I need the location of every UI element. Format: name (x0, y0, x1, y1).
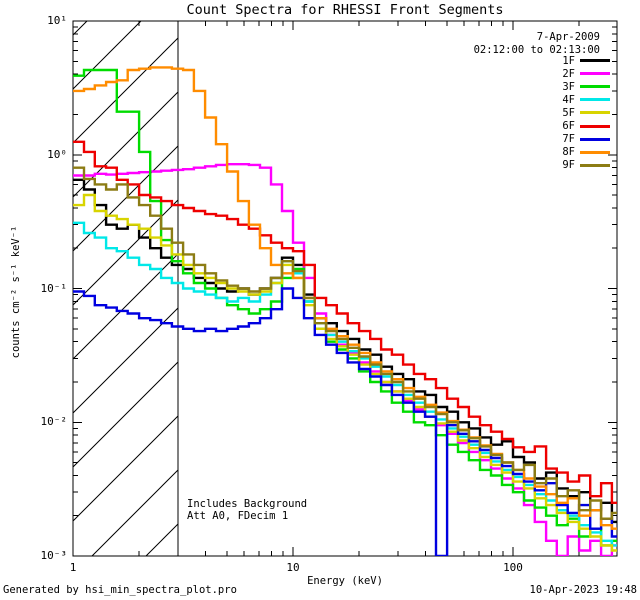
generator-credit: Generated by hsi_min_spectra_plot.pro (3, 584, 237, 596)
major-ticks (72, 20, 617, 557)
generation-timestamp: 10-Apr-2023 19:48 (529, 584, 637, 596)
legend-label: 8F (562, 146, 575, 159)
observation-time-range: 02:12:00 to 02:13:00 (473, 44, 600, 56)
legend-color-line (580, 98, 610, 102)
x-tick-100: 100 (503, 561, 523, 574)
y-tick-10⁻¹: 10⁻¹ (40, 281, 68, 295)
legend-entry-7F: 7F (538, 133, 610, 146)
legend-color-line (580, 72, 610, 76)
legend-label: 5F (562, 106, 575, 119)
legend-label: 9F (562, 159, 575, 172)
y-axis-label: counts cm⁻² s⁻¹ keV⁻¹ (10, 225, 22, 359)
background-note: Includes Background (187, 498, 308, 510)
attenuator-note: Att A0, FDecim 1 (187, 510, 289, 522)
y-tick-10⁻²: 10⁻² (40, 415, 68, 429)
legend-label: 7F (562, 133, 575, 146)
hatched-attenuated-region (73, 21, 178, 556)
x-tick-1: 1 (69, 561, 77, 574)
legend-label: 1F (562, 54, 575, 67)
legend-color-line (580, 124, 610, 128)
series-2F (73, 163, 617, 556)
legend-label: 4F (562, 93, 575, 106)
plot-title: Count Spectra for RHESSI Front Segments (186, 2, 504, 18)
legend-color-line (580, 111, 610, 115)
series-7F (73, 287, 617, 556)
series-6F (73, 140, 617, 504)
series-5F (73, 193, 617, 552)
x-axis-label: Energy (keV) (307, 575, 383, 587)
legend-color-line (580, 163, 610, 167)
legend: 1F 2F 3F 4F 5F 6F 7F 8F 9F (538, 54, 610, 172)
legend-entry-5F: 5F (538, 106, 610, 119)
y-tick-10¹: 10¹ (47, 14, 67, 27)
legend-entry-8F: 8F (538, 146, 610, 159)
legend-color-line (580, 150, 610, 154)
legend-entry-6F: 6F (538, 119, 610, 132)
legend-label: 3F (562, 80, 575, 93)
legend-entry-4F: 4F (538, 93, 610, 106)
series-9F (73, 166, 617, 520)
legend-color-line (580, 59, 610, 63)
y-tick-10⁻³: 10⁻³ (40, 549, 68, 562)
legend-label: 6F (562, 120, 575, 133)
legend-color-line (580, 85, 610, 89)
legend-entry-1F: 1F (538, 54, 610, 67)
legend-entry-2F: 2F (538, 67, 610, 80)
legend-entry-3F: 3F (538, 80, 610, 93)
y-tick-10⁰: 10⁰ (47, 147, 67, 161)
observation-date: 7-Apr-2009 (536, 31, 600, 43)
legend-label: 2F (562, 67, 575, 80)
x-tick-10: 10 (286, 561, 300, 574)
legend-entry-9F: 9F (538, 159, 610, 172)
legend-color-line (580, 137, 610, 141)
